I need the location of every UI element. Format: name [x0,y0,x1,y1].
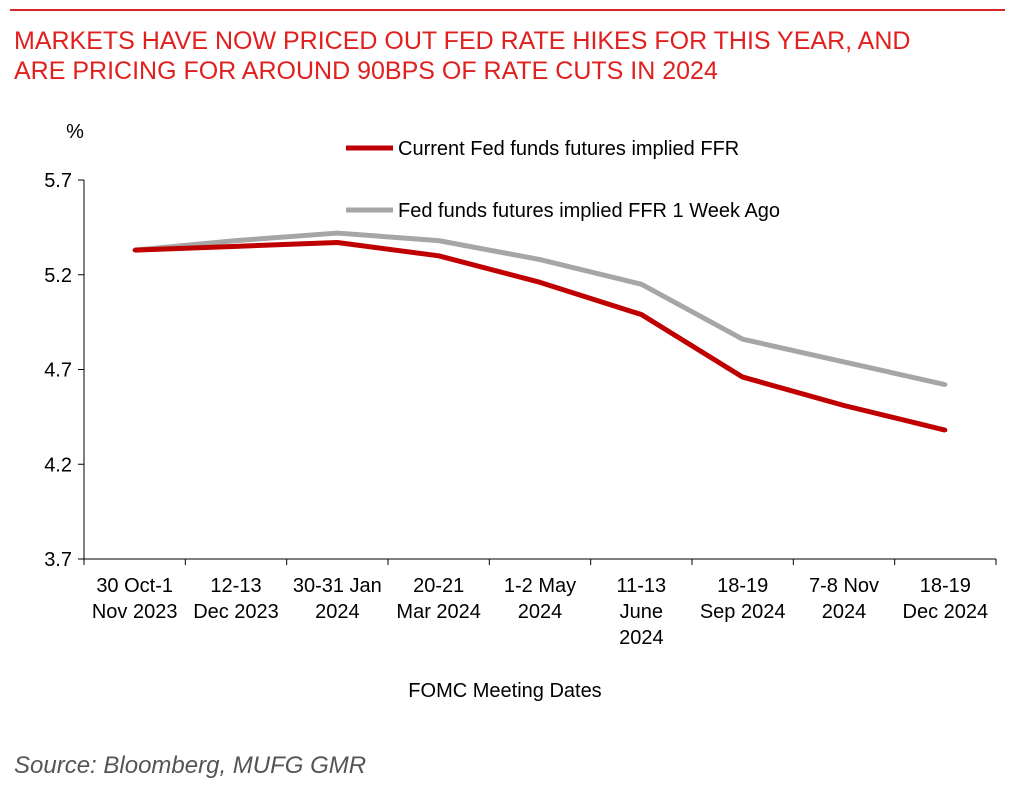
data-point-current [234,244,238,249]
top-rule [10,9,1005,11]
x-axis-label: FOMC Meeting Dates [408,680,601,702]
page-title: MARKETS HAVE NOW PRICED OUT FED RATE HIK… [14,26,1004,86]
x-tick-label: 1-2 May 2024 [504,575,576,623]
data-point-current [335,240,340,245]
legend-label-week-ago: Fed funds futures implied FFR 1 Week Ago [398,200,780,222]
data-point-current [943,428,948,433]
chart-series [132,230,948,433]
data-point-week-ago [538,257,542,262]
x-tick-label: 30-31 Jan 2024 [293,575,382,623]
source-note: Source: Bloomberg, MUFG GMR [14,752,367,779]
x-tick-label: 7-8 Nov 2024 [809,575,879,623]
data-point-week-ago [335,231,340,236]
chart-labels: 3.7 4.2 4.7 5.2 5.7 30 Oct-1 Nov 2023 12-13 Dec … [44,121,988,702]
x-tick-label: 20-21 Mar 2024 [396,575,481,623]
x-tick-label: 18-19 Dec 2024 [903,575,989,623]
data-point-current [639,312,644,317]
data-point-week-ago [842,359,846,364]
y-tick-label: 5.7 [44,170,72,192]
data-point-week-ago [234,238,238,243]
title-line-1: MARKETS HAVE NOW PRICED OUT FED RATE HIK… [14,27,911,55]
series-line-week-ago [134,230,946,388]
data-point-week-ago [436,238,441,243]
data-point-current [538,280,542,285]
series-line-current [134,240,946,433]
x-tick-label: 18-19 Sep 2024 [700,575,786,623]
data-point-current [436,253,441,258]
data-point-current [842,403,846,408]
y-tick-label: 5.2 [44,265,72,287]
x-tick-label: 11-13 June 2024 [616,575,666,649]
y-tick-label: 4.2 [44,454,72,476]
data-point-week-ago [943,382,948,387]
x-tick-label: 30 Oct-1 Nov 2023 [92,575,178,623]
chart-axes [78,179,997,565]
legend-label-current: Current Fed funds futures implied FFR [398,138,739,160]
chart-legend: Current Fed funds futures implied FFR Fed… [346,138,780,222]
y-tick-label: 3.7 [44,549,72,571]
title-line-2: ARE PRICING FOR AROUND 90BPS OF RATE CUT… [14,57,718,85]
y-tick-label: 4.7 [44,360,72,382]
data-point-current [740,375,745,380]
data-point-week-ago [740,337,745,342]
data-point-current [132,248,137,253]
y-axis-label: % [66,121,84,143]
x-tick-label: 12-13 Dec 2023 [193,575,279,623]
data-point-week-ago [639,282,644,287]
